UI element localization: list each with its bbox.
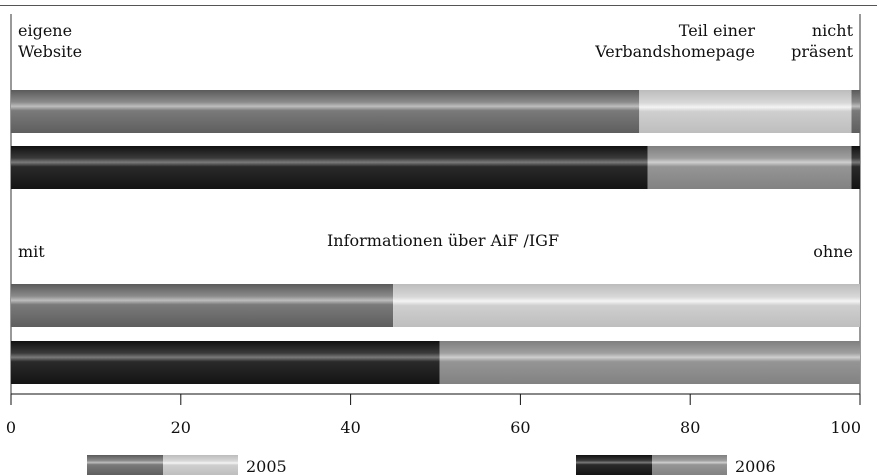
legend-label-2006: 2006	[735, 457, 776, 475]
category-label-p1-1: eigene Website	[18, 21, 82, 61]
tick-label-100: 100	[830, 418, 861, 437]
legend-swatch-2006-a	[576, 455, 652, 475]
bar-segment-p2-2006-s1	[11, 341, 440, 384]
bar-segment-p1-2006-s3	[851, 146, 860, 189]
bar-segment-p1-2006-s1	[11, 146, 648, 189]
bar-segment-p2-2005-s1	[11, 284, 394, 327]
category-labels: eigene Website Teil einer Verbandshomepage n…	[18, 21, 854, 261]
bar-segments	[11, 90, 860, 384]
bar-segment-p1-2005-s1	[11, 90, 640, 133]
tick-label-60: 60	[510, 418, 530, 437]
bar-segment-p1-2005-s3	[851, 90, 860, 133]
tick-label-20: 20	[171, 418, 191, 437]
legend-swatch-2005-b	[163, 455, 238, 475]
bar-segment-p2-2006-s2	[439, 341, 860, 384]
bar-segment-p1-2006-s2	[647, 146, 852, 189]
bar-segment-p1-2005-s2	[639, 90, 852, 133]
tick-label-40: 40	[340, 418, 360, 437]
bar-segment-p2-2005-s2	[393, 284, 860, 327]
x-axis-ticks: 0 20 40 60 80 100	[6, 394, 861, 437]
category-label-p1-2: Teil einer Verbandshomepage	[594, 21, 755, 61]
legend-label-2005: 2005	[246, 457, 287, 475]
tick-label-0: 0	[6, 418, 16, 437]
legend-swatch-2005-a	[87, 455, 163, 475]
category-label-p1-3: nicht präsent	[791, 21, 853, 61]
category-label-p2-2: ohne	[813, 242, 853, 261]
category-label-p2-1: mit	[18, 242, 45, 261]
legend-swatch-2006-b	[652, 455, 727, 475]
tick-label-80: 80	[680, 418, 700, 437]
panel-title-p2: Informationen über AiF /IGF	[327, 231, 559, 250]
legend: 2005 2006	[87, 455, 776, 475]
